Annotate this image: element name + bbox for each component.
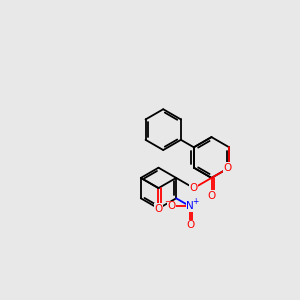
Text: O: O bbox=[154, 203, 163, 214]
Text: +: + bbox=[193, 196, 199, 206]
Text: −: − bbox=[164, 197, 171, 206]
Text: O: O bbox=[207, 191, 216, 201]
Text: O: O bbox=[167, 202, 175, 212]
Text: N: N bbox=[186, 202, 194, 212]
Text: O: O bbox=[190, 183, 198, 193]
Text: O: O bbox=[186, 220, 194, 230]
Text: O: O bbox=[224, 163, 232, 173]
